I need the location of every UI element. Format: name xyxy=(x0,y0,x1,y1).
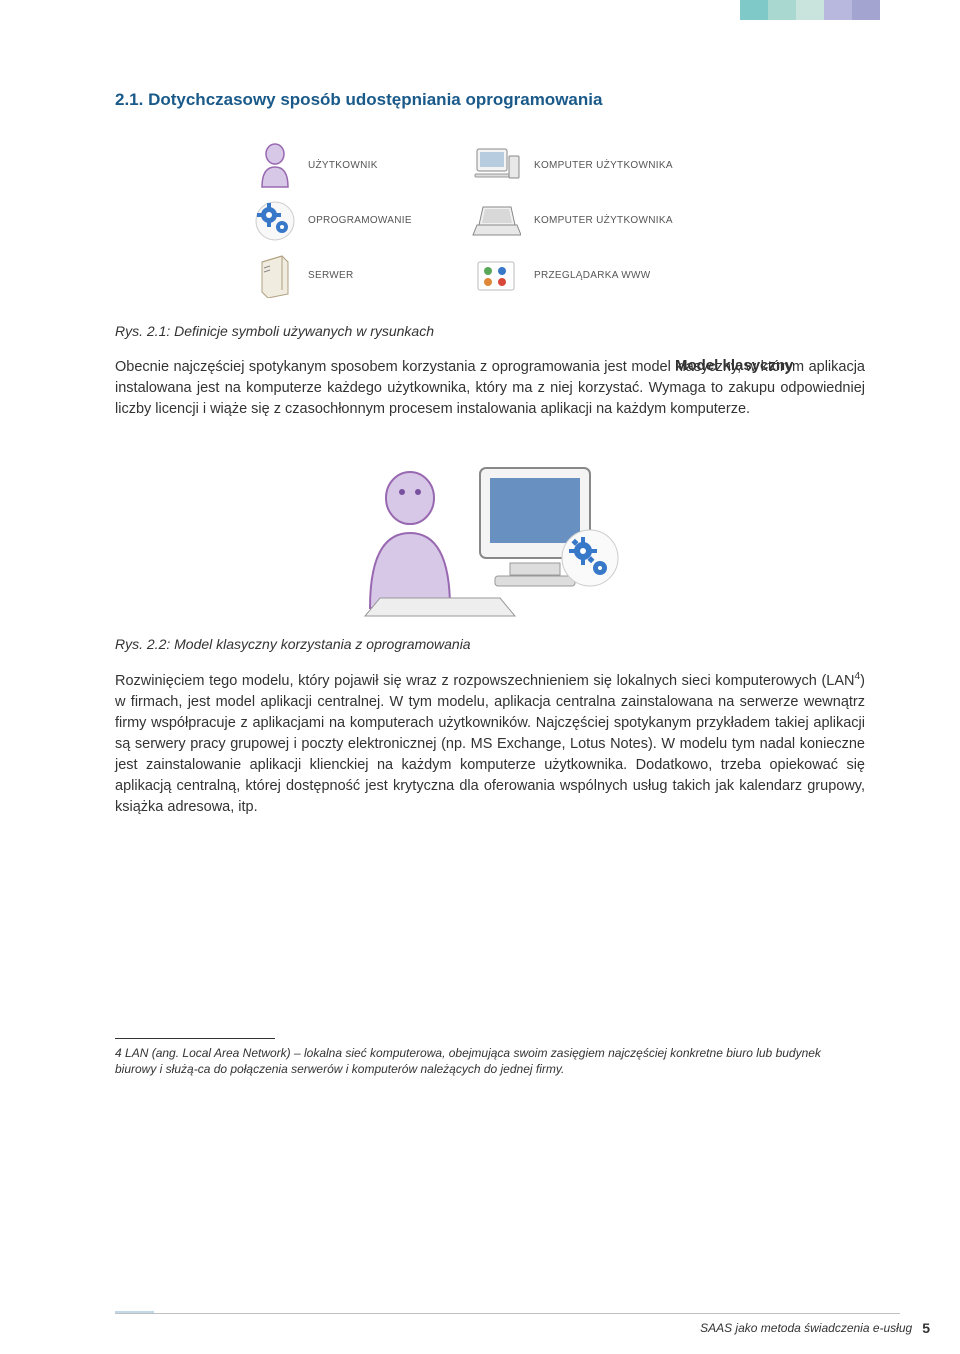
legend-row: SERWER PRZEGLĄDARKA WWW xyxy=(250,248,730,303)
margin-note: Model klasyczny xyxy=(675,357,805,374)
paragraph-2: Rozwinięciem tego modelu, który pojawił … xyxy=(115,670,865,818)
page-footer: SAAS jako metoda świadczenia e-usług 5 xyxy=(0,1314,960,1336)
desktop-pc-icon xyxy=(466,146,526,186)
tab-2 xyxy=(768,0,796,20)
header-color-tabs xyxy=(740,0,880,20)
tab-4 xyxy=(824,0,852,20)
tab-3 xyxy=(796,0,824,20)
legend-row: OPROGRAMOWANIE KOMPUTER UŻYTKOWNIKA xyxy=(250,193,730,248)
legend-row: UŻYTKOWNIK KOMPUTER UŻYTKOWNIKA xyxy=(250,138,730,193)
figure-2-illustration xyxy=(115,448,865,618)
para2-pre: Rozwinięciem tego modelu, który pojawił … xyxy=(115,673,855,689)
gear-icon xyxy=(250,200,300,242)
section-heading: 2.1. Dotychczasowy sposób udostępniania … xyxy=(115,90,865,110)
footnote: 4 LAN (ang. Local Area Network) – lokaln… xyxy=(115,1045,865,1077)
legend-label: UŻYTKOWNIK xyxy=(308,160,458,171)
footnote-number: 4 xyxy=(115,1046,122,1060)
tab-1 xyxy=(740,0,768,20)
legend-label: SERWER xyxy=(308,270,458,281)
para2-post: ) w firmach, jest model aplikacji centra… xyxy=(115,673,865,815)
server-icon xyxy=(250,254,300,298)
figure-caption-1: Rys. 2.1: Definicje symboli używanych w … xyxy=(115,323,865,339)
tab-5 xyxy=(852,0,880,20)
footer-title: SAAS jako metoda świadczenia e-usług xyxy=(700,1321,912,1335)
legend-label: KOMPUTER UŻYTKOWNIKA xyxy=(534,160,673,171)
user-icon xyxy=(250,143,300,189)
legend-label: KOMPUTER UŻYTKOWNIKA xyxy=(534,215,673,226)
legend-label: PRZEGLĄDARKA WWW xyxy=(534,270,650,281)
symbol-legend: UŻYTKOWNIK KOMPUTER UŻYTKOWNIKA xyxy=(250,138,730,303)
figure-caption-2: Rys. 2.2: Model klasyczny korzystania z … xyxy=(115,636,865,652)
footnote-text: LAN (ang. Local Area Network) – lokalna … xyxy=(115,1046,821,1076)
footnote-separator xyxy=(115,1038,275,1039)
laptop-icon xyxy=(466,203,526,239)
browser-icon xyxy=(466,260,526,292)
page-number: 5 xyxy=(922,1320,930,1336)
legend-label: OPROGRAMOWANIE xyxy=(308,215,458,226)
